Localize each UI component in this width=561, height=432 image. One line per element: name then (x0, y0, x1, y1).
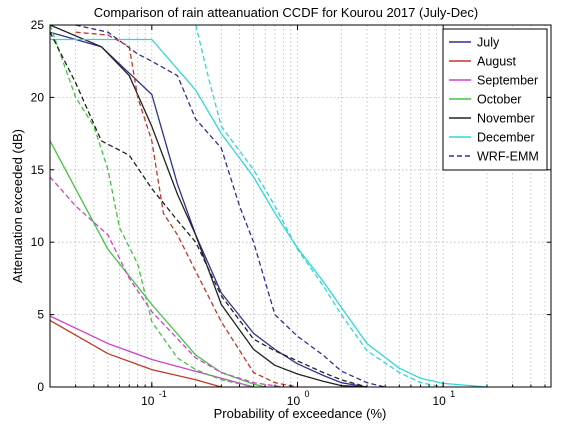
series-line-november (49, 24, 368, 388)
x-axis-title: Probability of exceedance (%) (214, 406, 387, 421)
y-tick-label: 5 (37, 308, 44, 322)
series-line-wrf-emm (75, 24, 386, 388)
series-line-october (49, 140, 266, 388)
legend-label: November (477, 112, 535, 126)
x-tick-exponent: 1 (450, 389, 455, 399)
series-line-july (49, 31, 368, 388)
series-line-august (49, 319, 222, 388)
chart-title: Comparison of rain atteanuation CCDF for… (94, 5, 478, 20)
y-tick-label: 15 (31, 163, 45, 177)
x-tick-label: 10 (141, 394, 155, 408)
series-line-dashed-7 (75, 31, 298, 388)
series-line-september (49, 315, 254, 388)
x-tick-exponent: 0 (304, 389, 309, 399)
y-tick-label: 20 (31, 90, 45, 104)
y-tick-label: 10 (31, 235, 45, 249)
legend-label: August (477, 55, 516, 69)
plot-frame (49, 24, 552, 388)
y-tick-label: 25 (31, 18, 45, 32)
x-tick-exponent: -1 (159, 389, 167, 399)
legend-label: October (477, 93, 521, 107)
legend-label: July (477, 36, 500, 50)
series-line-dashed-9 (49, 24, 254, 388)
series-line-dashed-11 (195, 24, 444, 388)
x-tick-label: 10 (432, 394, 446, 408)
y-axis-title: Attenuation exceeded (dB) (10, 129, 25, 283)
legend-label: September (477, 74, 538, 88)
x-tick-label: 10 (287, 394, 301, 408)
series-line-dashed-10 (49, 31, 368, 388)
legend: July August September October November Decemb… (442, 28, 548, 171)
series-line-december (50, 38, 488, 388)
legend-label: December (477, 131, 535, 145)
y-tick-label: 0 (37, 380, 44, 394)
series-layer (49, 24, 488, 388)
series-line-dashed-8 (49, 176, 284, 388)
legend-label: WRF-EMM (477, 150, 539, 164)
